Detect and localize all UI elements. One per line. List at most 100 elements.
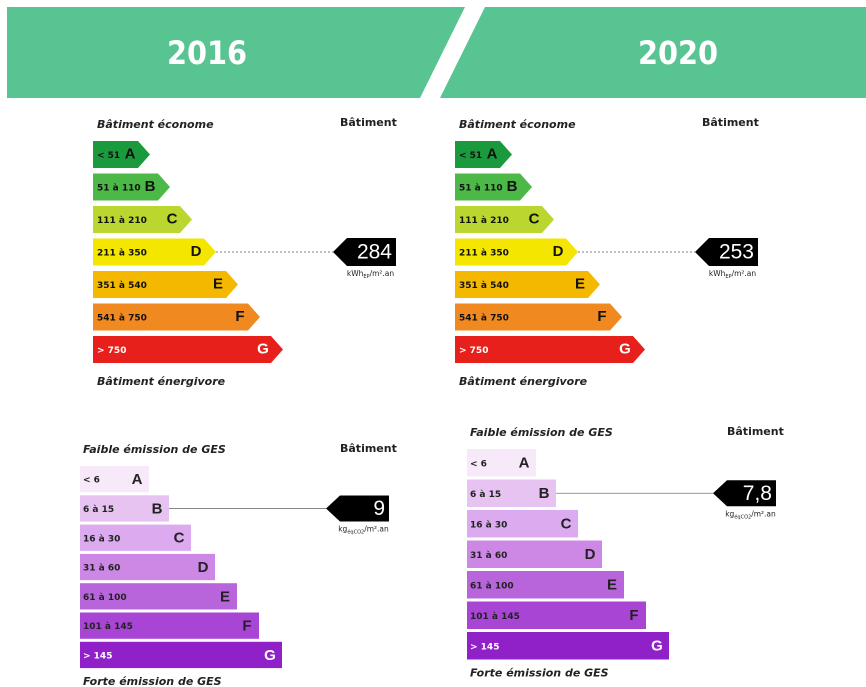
class-range: 51 à 110 <box>97 184 141 194</box>
class-letter: C <box>561 516 572 533</box>
class-range: > 750 <box>459 346 488 356</box>
class-range: 211 à 350 <box>97 249 147 259</box>
unit-part: kWh <box>347 269 364 278</box>
energy-class-bar <box>93 303 260 331</box>
unit-part: éqCO2 <box>734 513 751 520</box>
energy-class-bar <box>93 141 150 168</box>
column-header: Bâtiment <box>340 116 397 129</box>
ges-class-bar <box>80 583 237 610</box>
scale-bottom: Bâtiment énergivore <box>97 375 226 388</box>
unit: kWhEP/m².an <box>347 269 395 280</box>
year: 2020 <box>638 34 718 72</box>
value: 7,8 <box>743 482 772 505</box>
class-range: 111 à 210 <box>459 216 509 226</box>
class-range: < 51 <box>97 151 120 161</box>
scale-bottom: Forte émission de GES <box>470 667 609 680</box>
value: 284 <box>357 241 392 264</box>
class-range: 16 à 30 <box>470 520 507 530</box>
energy-class-bar <box>455 336 645 363</box>
class-range: > 145 <box>83 651 112 661</box>
ges-class-bar <box>467 540 602 568</box>
class-letter: G <box>651 638 663 655</box>
year: 2016 <box>167 34 247 72</box>
class-range: 541 à 750 <box>97 314 147 324</box>
unit-part: kWh <box>709 269 726 278</box>
class-letter: G <box>619 340 631 357</box>
class-letter: A <box>519 455 530 472</box>
ges-class-bar <box>467 479 556 507</box>
scale-bottom: Bâtiment énergivore <box>459 375 588 388</box>
class-letter: E <box>220 588 230 605</box>
class-letter: F <box>235 308 244 325</box>
energy-class-bar <box>455 173 532 201</box>
unit: kgéqCO2/m².an <box>338 524 389 535</box>
value-marker <box>695 238 758 266</box>
class-letter: C <box>174 530 185 547</box>
class-letter: G <box>264 647 276 664</box>
class-range: 31 à 60 <box>83 564 120 574</box>
class-letter: B <box>152 500 163 517</box>
unit: kgéqCO2/m².an <box>725 509 776 520</box>
column-header: Bâtiment <box>340 442 397 455</box>
class-range: 6 à 15 <box>83 505 114 515</box>
energy-class-bar <box>455 141 512 168</box>
class-range: 111 à 210 <box>97 216 147 226</box>
class-range: < 51 <box>459 151 482 161</box>
scale-top: Faible émission de GES <box>83 443 226 456</box>
class-letter: E <box>607 577 617 594</box>
class-letter: A <box>125 145 136 162</box>
ges-class-bar <box>467 571 624 599</box>
class-range: 6 à 15 <box>470 490 501 500</box>
value-marker <box>326 495 389 522</box>
class-letter: F <box>629 607 638 624</box>
class-range: < 6 <box>470 459 487 469</box>
value-marker <box>333 238 396 266</box>
unit-part: /m².an <box>751 509 776 518</box>
unit-part: kg <box>725 509 734 518</box>
energy-class-bar <box>93 206 192 233</box>
energy-class-bar <box>455 271 600 298</box>
unit-part: /m².an <box>732 269 757 278</box>
class-letter: E <box>575 275 585 292</box>
unit-part: éqCO2 <box>347 528 364 535</box>
ges-class-bar <box>467 632 669 660</box>
class-range: 31 à 60 <box>470 551 507 561</box>
ges-class-bar <box>80 641 282 669</box>
ges-class-bar <box>80 524 191 551</box>
class-letter: B <box>507 178 518 195</box>
ges-class-bar <box>467 510 578 538</box>
unit-part: kg <box>338 524 347 533</box>
ges-class-bar <box>80 553 215 581</box>
class-letter: A <box>132 471 143 488</box>
energy-class-bar <box>93 238 216 266</box>
ges-class-bar <box>80 495 169 522</box>
class-range: 16 à 30 <box>83 534 120 544</box>
ges-class-bar <box>467 601 646 629</box>
class-range: 351 à 540 <box>97 281 147 291</box>
class-letter: G <box>257 340 269 357</box>
class-range: 101 à 145 <box>470 612 520 622</box>
energy-class-bar <box>93 271 238 298</box>
column-header: Bâtiment <box>702 116 759 129</box>
class-range: > 145 <box>470 642 499 652</box>
column-header: Bâtiment <box>727 425 784 438</box>
ges-class-bar <box>467 449 536 477</box>
class-range: < 6 <box>83 476 100 486</box>
unit-part: /m².an <box>364 524 389 533</box>
header-left <box>7 7 465 98</box>
scale-bottom: Forte émission de GES <box>83 675 222 687</box>
class-letter: E <box>213 275 223 292</box>
class-letter: C <box>529 210 540 227</box>
unit-part: EP <box>725 274 731 280</box>
unit-part: EP <box>363 274 369 280</box>
class-range: > 750 <box>97 346 126 356</box>
class-range: 61 à 100 <box>470 581 514 591</box>
energy-class-bar <box>93 336 283 363</box>
class-letter: C <box>167 210 178 227</box>
class-range: 101 à 145 <box>83 622 133 632</box>
class-range: 541 à 750 <box>459 314 509 324</box>
energy-class-bar <box>93 173 170 201</box>
value: 253 <box>719 241 754 264</box>
value: 9 <box>373 497 385 520</box>
